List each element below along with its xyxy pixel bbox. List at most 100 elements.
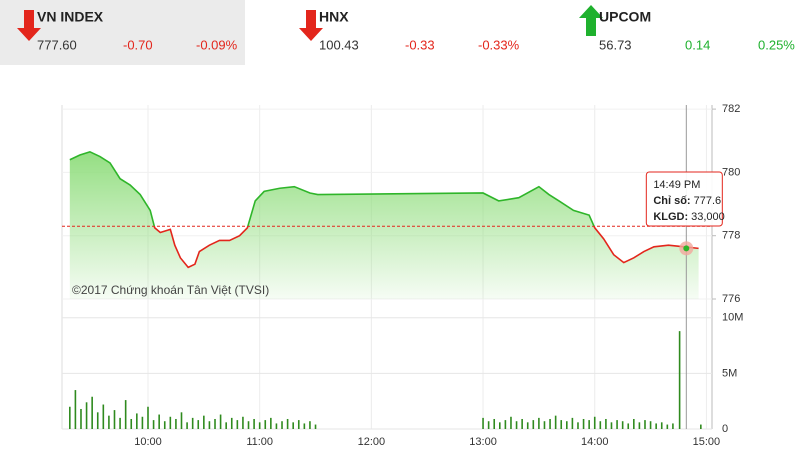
volume-bar <box>225 422 227 429</box>
volume-bar <box>644 420 646 429</box>
tooltip-index: Chỉ số: 777.6 <box>653 195 721 207</box>
index-name: VN INDEX <box>37 9 104 25</box>
volume-bar <box>700 424 702 429</box>
tooltip-time: 14:49 PM <box>653 179 700 191</box>
volume-bar <box>499 422 501 429</box>
volume-bar <box>678 331 681 429</box>
direction-arrow <box>579 5 603 36</box>
volume-bar <box>560 420 563 429</box>
tooltip-volume-label: KLGD: <box>653 211 688 223</box>
x-tick-label: 15:00 <box>693 436 721 448</box>
volume-bar <box>571 417 574 429</box>
volume-bar <box>96 412 99 429</box>
index-header: VN INDEX 777.60 -0.70 -0.09% HNX 100.43 -0.33 -… <box>0 0 795 65</box>
index-change: -0.70 <box>123 37 153 52</box>
volume-bar <box>303 423 306 429</box>
volume-bar <box>197 420 200 429</box>
tooltip-index-label: Chỉ số: <box>653 195 690 207</box>
index-percent: 0.25% <box>758 37 795 52</box>
volume-bar <box>672 423 674 429</box>
y-tick-label: 782 <box>722 103 740 115</box>
price-line <box>69 150 699 269</box>
volume-bar <box>236 420 239 429</box>
volume-bar <box>258 422 261 429</box>
volume-bar <box>208 421 211 429</box>
x-tick-label: 10:00 <box>134 436 162 448</box>
tooltip-volume: KLGD: 33,000 <box>653 211 724 223</box>
watermark: ©2017 Chứng khoán Tân Việt (TVSI) <box>72 283 269 297</box>
index-value: 777.60 <box>37 37 77 52</box>
y-tick-label: 776 <box>722 293 740 305</box>
volume-bar <box>526 422 529 429</box>
volume-bar <box>191 417 194 429</box>
volume-bar <box>275 423 278 429</box>
volume-bar <box>510 416 512 429</box>
volume-bar <box>141 416 144 429</box>
volume-bar <box>493 418 496 429</box>
volume-bar <box>638 422 641 429</box>
index-name: HNX <box>319 9 349 25</box>
volume-bar <box>203 415 205 429</box>
volume-bar <box>253 418 255 429</box>
volume-bar <box>554 415 557 429</box>
index-percent: -0.09% <box>196 37 238 52</box>
volume-bar <box>242 416 244 429</box>
volume-bar <box>649 421 652 429</box>
index-panel[interactable]: HNX 100.43 -0.33 -0.33% <box>299 9 520 53</box>
volume-bar <box>281 421 283 429</box>
y-tick-label: 10M <box>722 312 743 324</box>
plot: 10:00 11:00 12:00 13:00 14:00 15:00 776 778 780 7… <box>61 103 743 448</box>
volume-bar <box>593 416 596 429</box>
volume-bar <box>504 420 507 429</box>
volume-bar <box>219 414 222 429</box>
volume-bar <box>264 420 267 429</box>
volume-bar <box>136 413 138 429</box>
volume-bar <box>147 406 149 429</box>
volume-bar <box>270 417 272 429</box>
volume-bar <box>605 418 607 429</box>
index-name: UPCOM <box>599 9 651 25</box>
panel-background <box>0 0 245 65</box>
volume-bar <box>666 424 669 429</box>
x-tick-label: 13:00 <box>469 436 497 448</box>
volume-bar <box>549 418 551 429</box>
volume-bar <box>102 404 105 429</box>
volume-bar <box>130 418 133 429</box>
x-tick-label: 14:00 <box>581 436 609 448</box>
volume-bar <box>588 420 590 429</box>
y-tick-label: 5M <box>722 367 737 379</box>
volume-bar <box>80 408 82 429</box>
volume-bar <box>169 416 172 429</box>
index-panel[interactable]: UPCOM 56.73 0.14 0.25% <box>579 5 795 52</box>
volume-bar <box>621 421 624 429</box>
price-area <box>69 151 699 299</box>
volume-bar <box>616 420 618 429</box>
volume-bar <box>163 421 166 429</box>
index-value: 56.73 <box>599 37 632 52</box>
volume-bar <box>532 420 535 429</box>
volume-bar <box>487 421 490 429</box>
x-tick-label: 12:00 <box>358 436 386 448</box>
volume-bar <box>655 423 657 429</box>
volume-bar <box>108 415 110 429</box>
volume-bar <box>230 417 233 429</box>
volume-bar <box>186 422 188 429</box>
index-change: 0.14 <box>685 37 710 52</box>
volume-bar <box>566 421 568 429</box>
volume-bar <box>538 417 540 429</box>
volume-bar <box>286 418 289 429</box>
volume-bar <box>297 420 300 429</box>
direction-arrow <box>299 10 323 41</box>
direction-arrow <box>17 10 41 41</box>
volume-bar <box>152 420 155 429</box>
volume-bar <box>124 400 127 429</box>
hover-point <box>683 245 690 252</box>
volume-bar <box>543 421 546 429</box>
index-panel[interactable]: VN INDEX 777.60 -0.70 -0.09% <box>0 0 245 65</box>
volume-bar <box>85 402 88 429</box>
volume-bar <box>577 422 579 429</box>
volume-bar <box>292 422 294 429</box>
tooltip: 14:49 PM Chỉ số: 777.6 KLGD: 33,000 <box>645 171 725 227</box>
volume-bar <box>482 417 484 429</box>
